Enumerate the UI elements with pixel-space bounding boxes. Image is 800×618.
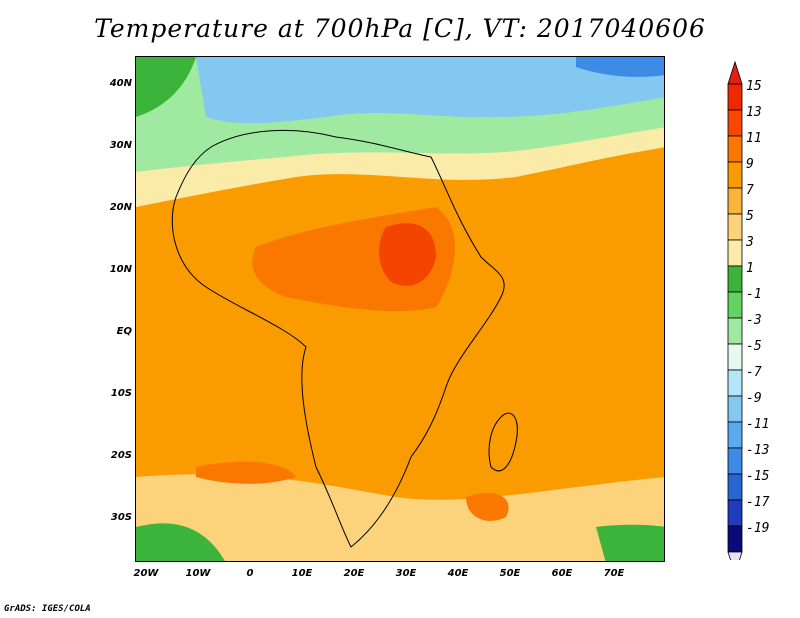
- lon-label-20w: 20W: [133, 568, 159, 579]
- colorbar-swatch: [727, 525, 743, 553]
- colorbar-swatch: [727, 369, 743, 397]
- southern-band: [136, 474, 664, 561]
- lat-label-30s: 30S: [110, 512, 132, 523]
- colorbar-swatch: [727, 187, 743, 215]
- colorbar: [727, 60, 743, 560]
- temperature-field: [136, 57, 664, 561]
- colorbar-swatch: [727, 109, 743, 137]
- lon-label-10w: 10W: [185, 568, 211, 579]
- lat-label-30n: 30N: [109, 140, 132, 151]
- africa-outline: [171, 129, 505, 548]
- lon-label-60e: 60E: [551, 568, 573, 579]
- colorbar-swatch: [727, 499, 743, 527]
- ne-blue-patch: [576, 57, 664, 77]
- colorbar-label-3: 3: [746, 235, 754, 250]
- lon-label-20e: 20E: [343, 568, 365, 579]
- colorbar-label-neg9: -9: [746, 391, 762, 406]
- lat-label-20n: 20N: [109, 202, 132, 213]
- sw-green-patch: [136, 523, 225, 561]
- lat-label-10s: 10S: [110, 388, 132, 399]
- colorbar-label-neg7: -7: [746, 365, 762, 380]
- colorbar-label-11: 11: [746, 131, 762, 146]
- colorbar-label-1: 1: [746, 261, 754, 276]
- colorbar-label-13: 13: [746, 105, 762, 120]
- madagascar-outline: [488, 412, 518, 472]
- lon-label-50e: 50E: [499, 568, 521, 579]
- lat-label-10n: 10N: [109, 264, 132, 275]
- map-title: Temperature at 700hPa [C], VT: 201704060…: [94, 14, 706, 43]
- colorbar-swatch: [727, 213, 743, 241]
- colorbar-label-neg11: -11: [746, 417, 770, 432]
- nw-green-patch: [136, 57, 196, 117]
- lat-label-20s: 20S: [110, 450, 132, 461]
- se-green-patch: [596, 524, 664, 561]
- lon-label-10e: 10E: [291, 568, 313, 579]
- south-atlantic-warm-strip: [196, 461, 296, 484]
- lon-label-30e: 30E: [395, 568, 417, 579]
- colorbar-label-neg1: -1: [746, 287, 762, 302]
- colorbar-swatch: [727, 395, 743, 423]
- colorbar-label-neg5: -5: [746, 339, 762, 354]
- colorbar-swatch: [727, 265, 743, 293]
- colorbar-swatch: [727, 317, 743, 345]
- colorbar-swatch: [727, 83, 743, 111]
- colorbar-over-arrow: [727, 60, 743, 85]
- colorbar-label-7: 7: [746, 183, 754, 198]
- colorbar-label-neg15: -15: [746, 469, 770, 484]
- lat-label-40n: 40N: [109, 78, 132, 89]
- madagascar-east-warm: [466, 493, 509, 521]
- lon-label-0: 0: [246, 568, 254, 579]
- north-blue-band: [196, 57, 664, 124]
- colorbar-swatch: [727, 447, 743, 475]
- colorbar-swatch: [727, 291, 743, 319]
- colorbar-swatch: [727, 343, 743, 371]
- colorbar-label-9: 9: [746, 157, 754, 172]
- colorbar-label-neg3: -3: [746, 313, 762, 328]
- colorbar-label-15: 15: [746, 79, 762, 94]
- sudan-hot-core: [379, 223, 436, 286]
- colorbar-swatch: [727, 473, 743, 501]
- colorbar-label-5: 5: [746, 209, 754, 224]
- colorbar-swatch: [727, 161, 743, 189]
- colorbar-swatch: [727, 135, 743, 163]
- colorbar-label-neg13: -13: [746, 443, 770, 458]
- lon-label-40e: 40E: [447, 568, 469, 579]
- colorbar-label-neg19: -19: [746, 521, 770, 536]
- lat-label-eq: EQ: [116, 326, 132, 337]
- temperature-map: [135, 56, 665, 562]
- colorbar-label-neg17: -17: [746, 495, 770, 510]
- grads-credit: GrADS: IGES/COLA: [4, 604, 91, 614]
- colorbar-under-arrow: [727, 551, 743, 560]
- colorbar-swatch: [727, 239, 743, 267]
- lon-label-70e: 70E: [603, 568, 625, 579]
- colorbar-swatch: [727, 421, 743, 449]
